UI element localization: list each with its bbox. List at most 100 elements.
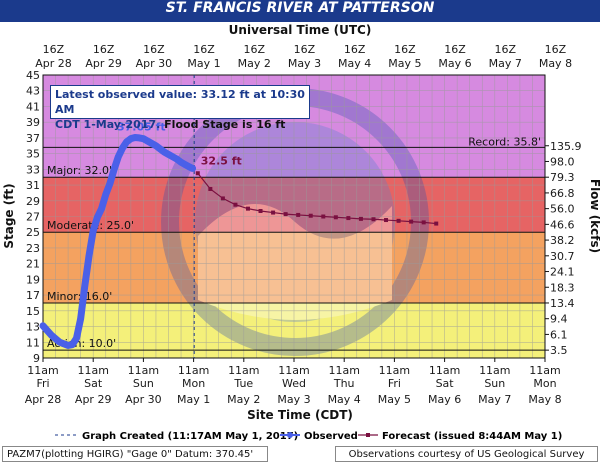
cdt-tick-date: Apr 29	[75, 393, 112, 406]
utc-tick-date: Apr 28	[35, 57, 72, 70]
y-tick-label: 23	[26, 242, 40, 255]
cdt-tick-hour: 11am	[178, 364, 209, 377]
cdt-tick-day: Sat	[84, 377, 103, 390]
forecast-point	[220, 196, 225, 201]
flood-stage-note: Flood Stage is 16 ft	[164, 118, 286, 131]
y-tick-label: 39	[26, 116, 40, 129]
forecast-point	[434, 221, 439, 226]
y-tick-label: 21	[26, 258, 40, 271]
utc-tick-date: Apr 29	[85, 57, 122, 70]
utc-tick-hour: 16Z	[93, 43, 115, 56]
cdt-tick-hour: 11am	[128, 364, 159, 377]
utc-tick-hour: 16Z	[545, 43, 567, 56]
stage-axis-title: Stage (ft)	[2, 183, 16, 248]
forecast-point	[258, 208, 263, 213]
flood-label-major: Major: 32.0'	[47, 164, 112, 177]
observed-point	[56, 339, 63, 346]
forecast-point	[271, 210, 276, 215]
cdt-tick-hour: 11am	[479, 364, 510, 377]
cdt-tick-date: May 6	[428, 393, 461, 406]
observed-point	[73, 335, 80, 342]
cdt-tick-day: Mon	[182, 377, 205, 390]
cdt-tick-day: Mon	[533, 377, 556, 390]
observed-point	[94, 214, 101, 221]
cdt-tick-hour: 11am	[228, 364, 259, 377]
flow-tick-label: 9.4	[550, 313, 568, 326]
legend-graph-created-label: Graph Created (11:17AM May 1, 2017)	[82, 431, 298, 442]
cdt-tick-hour: 11am	[429, 364, 460, 377]
forecast-point	[233, 202, 238, 207]
forecast-point	[208, 186, 213, 191]
legend: Graph Created (11:17AM May 1, 2017) Obser…	[0, 428, 600, 442]
y-tick-label: 17	[26, 289, 40, 302]
utc-tick-hour: 16Z	[494, 43, 516, 56]
latest-observation-date: CDT 1-May-2017.	[55, 118, 161, 131]
legend-observed-swatch-dot	[287, 432, 293, 438]
cdt-tick-date: Apr 30	[125, 393, 162, 406]
utc-tick-date: May 6	[438, 57, 471, 70]
utc-tick-date: May 7	[489, 57, 522, 70]
observations-credit-footer: Observations courtesy of US Geological S…	[335, 446, 598, 462]
cdt-tick-day: Sun	[133, 377, 154, 390]
utc-tick-hour: 16Z	[394, 43, 416, 56]
observed-point	[81, 282, 89, 289]
cdt-tick-date: May 3	[277, 393, 310, 406]
forecast-point	[371, 217, 376, 222]
observed-point	[85, 252, 93, 260]
cdt-tick-hour: 11am	[278, 364, 309, 377]
observed-point	[110, 166, 118, 173]
forecast-series-line	[197, 172, 437, 225]
utc-tick-hour: 16Z	[143, 43, 165, 56]
forecast-point	[358, 216, 363, 221]
legend-graphics: Graph Created (11:17AM May 1, 2017) Obser…	[55, 431, 562, 442]
cdt-tick-hour: 11am	[27, 364, 58, 377]
observed-peak-label: 37.05 ft	[117, 120, 166, 133]
utc-tick-date: Apr 30	[136, 57, 173, 70]
observed-point	[69, 341, 76, 348]
observed-point	[77, 315, 84, 322]
record-label: Record: 35.8'	[468, 135, 541, 148]
forecast-point	[283, 212, 288, 217]
flow-tick-label: 18.3	[550, 281, 575, 294]
utc-tick-date: May 5	[388, 57, 421, 70]
cdt-tick-date: May 7	[478, 393, 511, 406]
legend-observed-label: Observed	[304, 431, 358, 442]
y-tick-label: 31	[26, 179, 40, 192]
cdt-tick-date: May 8	[528, 393, 561, 406]
forecast-start-label: 32.5 ft	[201, 154, 242, 167]
flood-label-minor: Minor: 16.0'	[47, 290, 112, 303]
site-time-axis-title: Site Time (CDT)	[247, 408, 353, 422]
utc-tick-hour: 16Z	[43, 43, 65, 56]
y-tick-label: 33	[26, 163, 40, 176]
flood-label-moderate: Moderate: 25.0'	[47, 219, 134, 232]
forecast-point	[346, 216, 351, 221]
y-tick-label: 27	[26, 211, 40, 224]
flow-tick-label: 66.8	[550, 187, 575, 200]
y-tick-label: 25	[26, 226, 40, 239]
utc-tick-hour: 16Z	[344, 43, 366, 56]
cdt-tick-date: May 5	[378, 393, 411, 406]
flow-tick-label: 46.6	[550, 218, 575, 231]
flow-tick-label: 56.0	[550, 203, 575, 216]
cdt-tick-day: Tue	[233, 377, 253, 390]
legend-forecast-label: Forecast (issued 8:44AM May 1)	[382, 431, 562, 442]
y-tick-label: 19	[26, 273, 40, 286]
flow-tick-label: 79.3	[550, 171, 575, 184]
y-tick-label: 45	[26, 69, 40, 82]
forecast-point	[409, 219, 414, 224]
observed-point	[106, 180, 114, 187]
cdt-tick-day: Wed	[282, 377, 306, 390]
cdt-tick-day: Sun	[484, 377, 505, 390]
observed-point	[90, 227, 97, 234]
flow-tick-label: 3.5	[550, 344, 568, 357]
y-tick-label: 11	[26, 336, 40, 349]
cdt-tick-date: May 2	[227, 393, 260, 406]
forecast-point	[333, 215, 338, 220]
flow-tick-label: 38.2	[550, 234, 575, 247]
flow-axis-title: Flow (kcfs)	[588, 179, 600, 253]
cdt-tick-hour: 11am	[529, 364, 560, 377]
observed-point	[102, 191, 109, 198]
utc-axis-title: Universal Time (UTC)	[229, 23, 372, 37]
utc-tick-hour: 16Z	[444, 43, 466, 56]
forecast-point	[421, 220, 426, 225]
